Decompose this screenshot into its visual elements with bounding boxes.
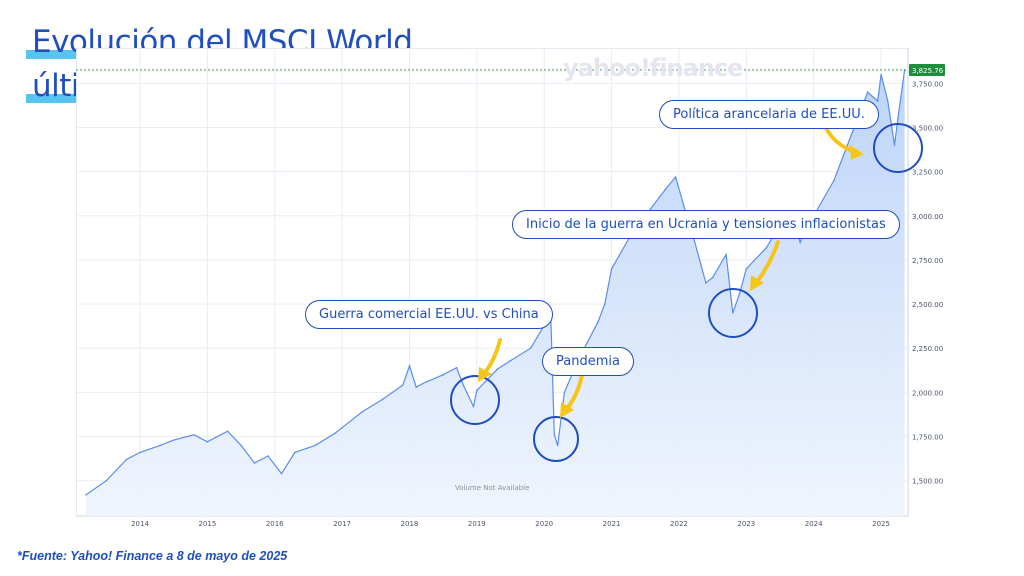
x-tick-label: 2017 <box>333 520 351 528</box>
data-point <box>597 320 599 323</box>
trade-war-circle <box>450 375 500 425</box>
data-point <box>833 179 835 182</box>
data-point <box>556 444 559 447</box>
x-tick-label: 2018 <box>401 520 419 528</box>
data-point <box>334 432 337 434</box>
data-point <box>496 368 498 371</box>
last-price-label: 3,825.76 <box>912 67 944 75</box>
data-point <box>799 241 801 244</box>
pandemic-circle <box>533 416 579 462</box>
data-point <box>314 444 316 447</box>
data-point <box>415 386 418 388</box>
x-tick-label: 2021 <box>603 520 621 528</box>
y-tick-label: 2,000.00 <box>912 389 943 397</box>
data-point <box>472 405 475 408</box>
data-point <box>880 73 882 76</box>
data-point <box>897 117 899 120</box>
data-point <box>361 411 364 413</box>
data-point <box>422 382 424 385</box>
data-point <box>705 282 707 284</box>
data-point <box>240 444 242 447</box>
data-point <box>610 268 613 270</box>
x-tick-label: 2015 <box>198 520 216 528</box>
x-tick-label: 2022 <box>670 520 688 528</box>
data-point <box>455 366 458 369</box>
ukraine-circle <box>708 288 758 338</box>
data-point <box>725 253 727 256</box>
data-point <box>85 494 87 496</box>
data-point <box>280 472 283 475</box>
data-point <box>267 455 269 457</box>
data-point <box>745 268 748 270</box>
trade-war-arrow <box>482 338 502 376</box>
data-point <box>563 391 566 394</box>
data-point <box>866 91 869 93</box>
data-point <box>125 458 128 461</box>
data-point <box>159 444 161 447</box>
y-tick-label: 3,250.00 <box>912 169 943 177</box>
data-point <box>476 389 478 392</box>
data-point <box>401 384 404 387</box>
data-point <box>442 373 445 376</box>
data-point <box>206 441 209 443</box>
callout-pandemic: Pandemia <box>542 347 634 376</box>
data-point <box>711 276 714 279</box>
volume-note: Volume Not Available <box>455 484 530 492</box>
data-point <box>253 462 256 464</box>
data-point <box>604 303 606 305</box>
data-point <box>139 451 141 454</box>
data-point <box>529 347 532 350</box>
data-point <box>294 451 296 454</box>
data-point <box>674 176 677 178</box>
callout-trade-war: Guerra comercial EE.UU. vs China <box>305 300 553 329</box>
ukraine-arrow <box>754 240 780 285</box>
y-tick-label: 3,500.00 <box>912 124 943 132</box>
y-tick-label: 1,750.00 <box>912 434 943 442</box>
data-point <box>226 430 229 433</box>
data-point <box>172 439 175 441</box>
x-tick-label: 2025 <box>872 520 890 528</box>
tariffs-circle <box>873 123 923 173</box>
series-area <box>86 69 905 517</box>
y-tick-label: 3,750.00 <box>912 80 943 88</box>
x-tick-label: 2020 <box>535 520 553 528</box>
data-point <box>664 188 667 191</box>
data-point <box>765 246 768 249</box>
x-tick-label: 2023 <box>737 520 755 528</box>
data-point <box>462 384 465 387</box>
arrow-heads <box>478 145 864 418</box>
x-tick-label: 2019 <box>468 520 486 528</box>
y-tick-label: 1,500.00 <box>912 478 943 486</box>
x-tick-label: 2016 <box>266 520 284 528</box>
data-point <box>738 292 741 295</box>
data-point <box>893 144 896 146</box>
source-note: *Fuente: Yahoo! Finance a 8 de mayo de 2… <box>17 549 288 563</box>
data-point <box>408 365 411 367</box>
y-tick-label: 2,500.00 <box>912 301 943 309</box>
pandemic-arrow <box>564 373 584 412</box>
x-tick-label: 2024 <box>805 520 823 528</box>
yahoo-finance-watermark: yahoo!finance <box>563 54 743 82</box>
data-point <box>381 398 384 401</box>
y-tick-label: 2,750.00 <box>912 257 943 265</box>
data-point <box>876 100 879 102</box>
last-price-tag <box>909 63 945 76</box>
callout-tariffs: Política arancelaria de EE.UU. <box>659 100 879 129</box>
y-tick-label: 2,250.00 <box>912 345 943 353</box>
arrows <box>482 126 857 412</box>
x-tick-label: 2014 <box>131 520 149 528</box>
data-point <box>846 144 849 146</box>
y-tick-label: 3,000.00 <box>912 213 943 221</box>
data-point <box>341 426 343 429</box>
data-point <box>193 434 195 436</box>
callout-ukraine: Inicio de la guerra en Ucrania y tension… <box>512 210 900 239</box>
data-point <box>732 312 734 314</box>
data-point <box>509 359 512 362</box>
data-point <box>887 100 889 102</box>
data-point <box>553 434 556 436</box>
data-point <box>105 479 108 482</box>
